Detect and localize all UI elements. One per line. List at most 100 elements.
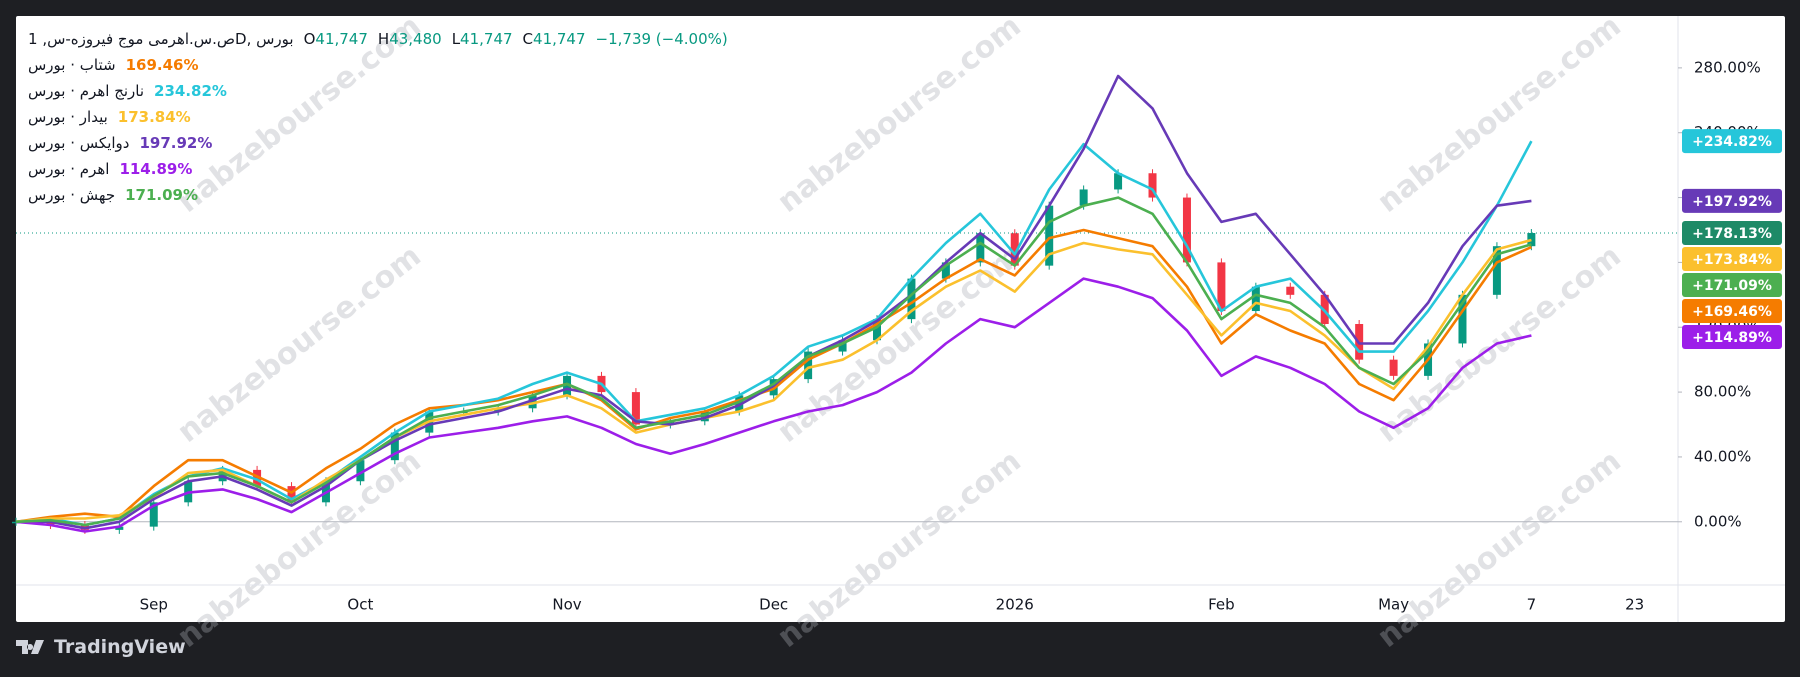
- candle: [1458, 294, 1467, 344]
- watermark: nabzebourse.com: [1371, 444, 1628, 655]
- change: −1,739 (−4.00%): [595, 30, 728, 48]
- ohlc-label: H: [377, 30, 390, 48]
- ohlc-value: 43,480: [389, 30, 442, 48]
- series-line: [15, 228, 1532, 524]
- candle: [528, 395, 537, 409]
- candle: [907, 278, 916, 320]
- candle: [356, 460, 365, 482]
- legend-row: اهرم · بورس 114.89%: [28, 156, 728, 182]
- legend-name: اهرم · بورس: [28, 160, 110, 178]
- y-tick-label: 280.00%: [1694, 58, 1761, 76]
- watermark: nabzebourse.com: [771, 239, 1028, 450]
- candle: [631, 392, 640, 425]
- price-badge: [1682, 247, 1782, 272]
- footer[interactable]: TradingView: [16, 636, 186, 658]
- candle: [666, 421, 675, 425]
- x-tick-label: Sep: [140, 596, 168, 614]
- candle: [1492, 246, 1501, 295]
- price-badge-label: +234.82%: [1692, 134, 1772, 150]
- candle: [563, 375, 572, 396]
- candle: [1010, 233, 1019, 266]
- legend-row: شتاب · بورس 169.46%: [28, 52, 728, 78]
- price-badge-label: +173.84%: [1692, 252, 1772, 268]
- x-tick-label: Nov: [552, 596, 581, 614]
- x-tick-label: Oct: [347, 596, 373, 614]
- logo-icon: [16, 640, 44, 654]
- ohlc-label: C: [522, 30, 534, 48]
- ohlc-label: L: [451, 30, 461, 48]
- price-badge-label: +171.09%: [1692, 278, 1772, 294]
- candle: [115, 526, 124, 530]
- candle: [1527, 233, 1536, 247]
- candle: [838, 340, 847, 352]
- watermark: nabzebourse.com: [1371, 9, 1628, 220]
- x-tick-label: 23: [1625, 596, 1644, 614]
- legend-value: 114.89%: [119, 160, 193, 178]
- price-badge: [1682, 325, 1782, 350]
- ohlc-value: 41,747: [460, 30, 513, 48]
- legend: ص.س.اهرمی موج فیروزه-س, 1D, بورس O41,747…: [28, 26, 728, 208]
- legend-value: 197.92%: [139, 134, 213, 152]
- y-tick-label: 80.00%: [1694, 383, 1751, 401]
- ohlc-item: L41,747: [452, 26, 513, 52]
- legend-name: جهش · بورس: [28, 186, 116, 204]
- candle: [287, 486, 296, 503]
- series-line: [16, 74, 1532, 530]
- candle: [1148, 173, 1157, 198]
- candle: [873, 319, 881, 341]
- candle: [1045, 205, 1054, 266]
- x-tick-label: Dec: [759, 596, 788, 614]
- ohlc-item: C41,747: [523, 26, 586, 52]
- candle: [253, 469, 262, 487]
- ohlc-value: 41,747: [533, 30, 586, 48]
- legend-value: 171.09%: [125, 186, 199, 204]
- legend-name: دوایکس · بورس: [28, 134, 130, 152]
- legend-row: دوایکس · بورس 197.92%: [28, 130, 728, 156]
- ohlc-value: 41,747: [315, 30, 368, 48]
- header-row: ص.س.اهرمی موج فیروزه-س, 1D, بورس O41,747…: [28, 26, 728, 52]
- watermark: nabzebourse.com: [771, 9, 1028, 220]
- price-badge: [1682, 129, 1782, 154]
- candle: [494, 408, 503, 412]
- legend-value: 234.82%: [154, 82, 227, 100]
- legend-row: نارنج اهرم · بورس 234.82%: [28, 78, 728, 104]
- price-badge-label: +169.46%: [1692, 304, 1772, 320]
- legend-row: بیدار · بورس 173.84%: [28, 104, 728, 130]
- candle: [390, 432, 399, 461]
- candle: [149, 502, 158, 527]
- legend-value: 169.46%: [125, 56, 199, 74]
- candle: [46, 521, 55, 526]
- x-tick-label: 7: [1527, 596, 1537, 614]
- series-line: [15, 140, 1533, 527]
- candle: [1251, 286, 1260, 312]
- candle: [976, 233, 985, 263]
- candle: [1182, 197, 1191, 263]
- price-badge-label: +114.89%: [1692, 330, 1772, 346]
- candle: [1389, 359, 1398, 376]
- candle: [735, 395, 744, 412]
- legend-name: شتاب · بورس: [28, 56, 116, 74]
- x-tick-label: Feb: [1208, 596, 1235, 614]
- symbol-title: ص.س.اهرمی موج فیروزه-س, 1D, بورس: [28, 30, 294, 48]
- price-badge: [1682, 188, 1782, 213]
- candle: [941, 262, 950, 279]
- watermark: nabzebourse.com: [171, 239, 428, 450]
- legend-value: 173.84%: [117, 108, 191, 126]
- legend-row: جهش · بورس 171.09%: [28, 182, 728, 208]
- price-badge-label: +197.92%: [1692, 194, 1772, 210]
- candle: [804, 351, 813, 380]
- series-line: [15, 196, 1532, 527]
- legend-name: بیدار · بورس: [28, 108, 108, 126]
- candle: [1079, 189, 1088, 206]
- price-badge: [1682, 273, 1782, 298]
- x-tick-label: 2026: [996, 596, 1034, 614]
- legend-name: نارنج اهرم · بورس: [28, 82, 145, 100]
- series-line: [15, 277, 1532, 533]
- ohlc-item: O41,747: [304, 26, 368, 52]
- candle: [1114, 173, 1123, 190]
- ohlc-label: O: [303, 30, 316, 48]
- price-badge: [1682, 299, 1782, 324]
- brand: TradingView: [54, 636, 186, 658]
